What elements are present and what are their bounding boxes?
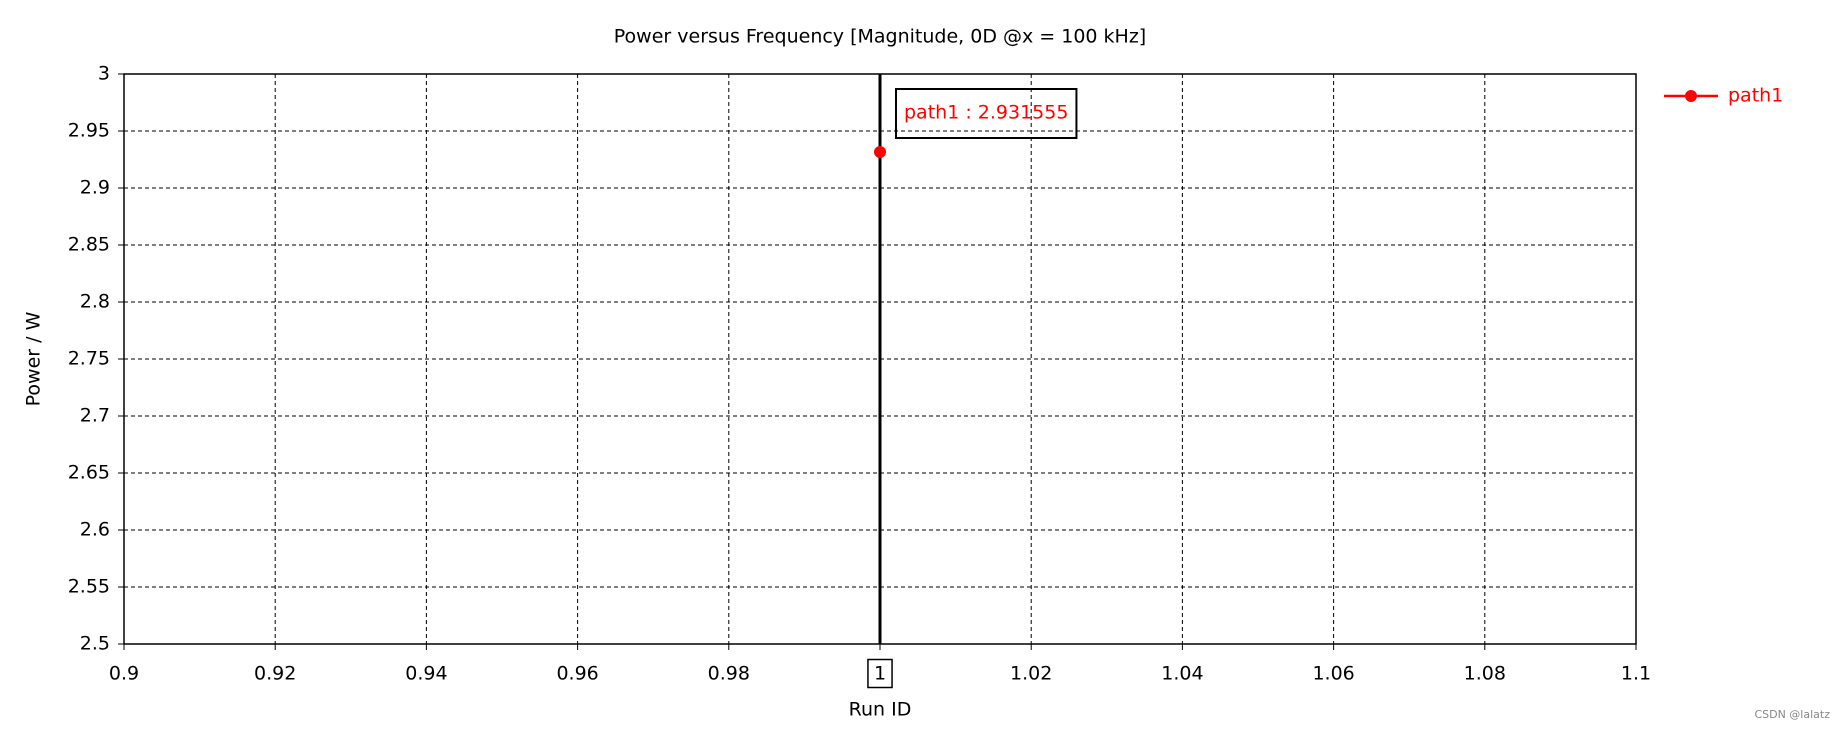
y-axis-label: Power / W — [23, 311, 45, 406]
x-tick-label: 0.94 — [405, 663, 447, 685]
marker-label: path1 : 2.931555 — [904, 102, 1068, 124]
x-tick-label: 1.04 — [1161, 663, 1203, 685]
x-tick-label: 1.1 — [1621, 663, 1651, 685]
y-tick-label: 2.5 — [80, 633, 110, 655]
x-tick-box — [867, 658, 893, 689]
x-tick-label: 0.96 — [556, 663, 598, 685]
legend-marker — [1685, 90, 1697, 102]
point — [874, 146, 886, 159]
legend-label: path1 — [1728, 85, 1783, 107]
y-tick-label: 2.6 — [80, 519, 110, 541]
y-tick-label: 2.7 — [80, 405, 110, 427]
x-tick-label: 1.08 — [1464, 663, 1506, 685]
y-tick-label: 2.65 — [68, 462, 110, 484]
y-tick-label: 2.75 — [68, 348, 110, 370]
x-tick-label: 0.98 — [708, 663, 750, 685]
y-tick-label: 3 — [98, 63, 110, 85]
x-tick-label: 0.9 — [109, 663, 139, 685]
x-tick-label: 1.06 — [1312, 663, 1354, 685]
y-tick-label: 2.85 — [68, 234, 110, 256]
y-tick-label: 2.8 — [80, 291, 110, 313]
chart-title: Power versus Frequency [Magnitude, 0D @x… — [614, 26, 1146, 48]
x-tick-label: 1 — [874, 663, 886, 685]
y-tick-label: 2.9 — [80, 177, 110, 199]
y-tick-label: 2.95 — [68, 120, 110, 142]
marker-label-box — [895, 88, 1078, 139]
x-axis-label: Run ID — [849, 699, 912, 721]
watermark: CSDN @lalatz — [1754, 708, 1830, 721]
x-tick-label: 0.92 — [254, 663, 296, 685]
y-tick-label: 2.55 — [68, 576, 110, 598]
x-tick-label: 1.02 — [1010, 663, 1052, 685]
